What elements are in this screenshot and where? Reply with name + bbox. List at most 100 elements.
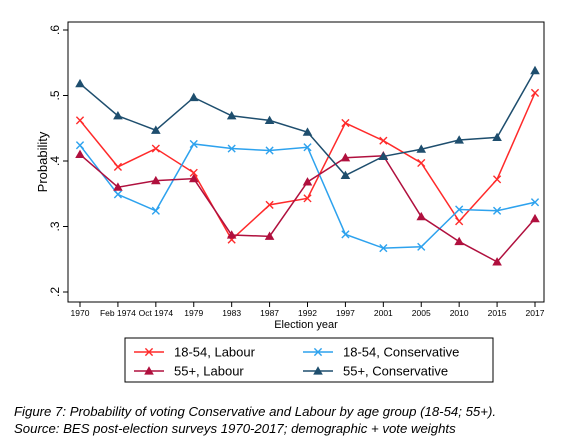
marker-stroke [417,242,426,251]
data-point [455,205,464,214]
x-tick-label: 1983 [222,308,241,318]
x-tick-label: 2010 [450,308,469,318]
legend-label: 55+, Labour [174,364,244,379]
data-point [113,190,123,199]
marker-stroke [379,244,388,253]
marker-stroke [303,194,312,203]
data-point [265,200,274,209]
data-point [530,198,540,207]
x-tick-label: 2005 [412,308,431,318]
marker-stroke [530,88,540,97]
marker-stroke [189,168,198,177]
data-point [417,158,426,168]
data-point [379,136,388,145]
data-point [151,144,160,153]
marker-stroke [151,206,160,215]
y-tick-label: .4 [48,156,62,166]
data-point [341,230,350,239]
marker-stroke [379,136,388,145]
data-point [416,211,427,221]
series-1 [75,139,540,253]
legend-item: 55+, Conservative [303,364,448,379]
legend-label: 55+, Conservative [343,364,448,379]
y-tick-label: .6 [48,25,62,35]
marker-stroke [144,347,154,357]
marker-stroke [189,139,198,149]
figure-caption-source: Source: BES post-election surveys 1970-2… [14,421,456,436]
x-tick-label: 2017 [526,308,545,318]
data-point [492,206,502,215]
legend-marker [144,347,154,357]
data-point [227,144,236,153]
marker-stroke [455,217,464,226]
data-point [302,127,313,136]
data-point [113,162,123,171]
x-axis-label: Election year [274,319,338,331]
data-point [340,170,351,180]
axes: .2 .3 .4 .5 .6 1970 Feb 1974 Oct 1974 1979 1983 19… [48,21,545,318]
data-point [151,206,160,215]
data-point [417,242,426,251]
series-0 [75,88,540,244]
data-point [113,182,123,191]
marker-stroke [341,230,350,239]
legend-marker [313,347,323,357]
marker-stroke [75,141,85,150]
line-chart: .2 .3 .4 .5 .6 1970 Feb 1974 Oct 1974 1979 1983 19… [35,21,545,383]
data-point [265,146,274,155]
data-point [188,92,199,102]
data-point [455,217,464,226]
marker-stroke [341,118,350,128]
marker-stroke [227,144,236,153]
y-tick-label: .5 [48,90,62,100]
data-point [226,230,237,239]
data-point [530,65,540,75]
data-point [492,257,502,266]
legend-item: 18-54, Conservative [303,345,459,360]
x-tick-label: Feb 1974 [100,308,136,318]
legend: 18-54, Labour 18-54, Conservative 55+, Lab… [124,337,494,383]
x-tick-label: Oct 1974 [139,308,174,318]
marker-stroke [492,206,502,215]
data-point [75,116,85,125]
x-tick-label: 2001 [374,308,393,318]
marker-stroke [303,143,312,152]
marker-stroke [530,198,540,207]
legend-item: 18-54, Labour [134,345,256,360]
data-point [492,175,502,184]
data-point [189,139,198,149]
data-point [75,149,85,159]
marker-stroke [455,205,464,214]
y-axis-label: Probability [35,131,50,192]
plot-frame [67,21,545,303]
data-point [151,175,161,185]
data-point [416,144,427,153]
x-tick-label: 1997 [336,308,355,318]
y-tick-label: .2 [48,287,62,297]
x-tick-label: 1987 [260,308,279,318]
data-point [75,141,85,150]
data-point [264,115,275,124]
legend-label: 18-54, Labour [174,345,256,360]
series-3 [75,65,540,180]
data-point [264,231,275,240]
legend-marker [313,366,323,375]
marker-stroke [151,144,160,153]
data-point [341,118,350,128]
x-tick-label: 2015 [488,308,507,318]
legend-marker [144,366,154,375]
data-point [530,213,540,223]
marker-stroke [265,200,274,209]
data-point [454,236,464,246]
data-point [454,135,464,144]
marker-stroke [265,146,274,155]
marker-stroke [313,347,323,357]
marker-stroke [492,175,502,184]
x-tick-label: 1970 [71,308,90,318]
marker-stroke [113,190,123,199]
data-point [379,244,388,253]
data-point [75,78,85,88]
data-point [303,194,312,203]
data-point [492,132,502,142]
data-point [151,125,161,134]
